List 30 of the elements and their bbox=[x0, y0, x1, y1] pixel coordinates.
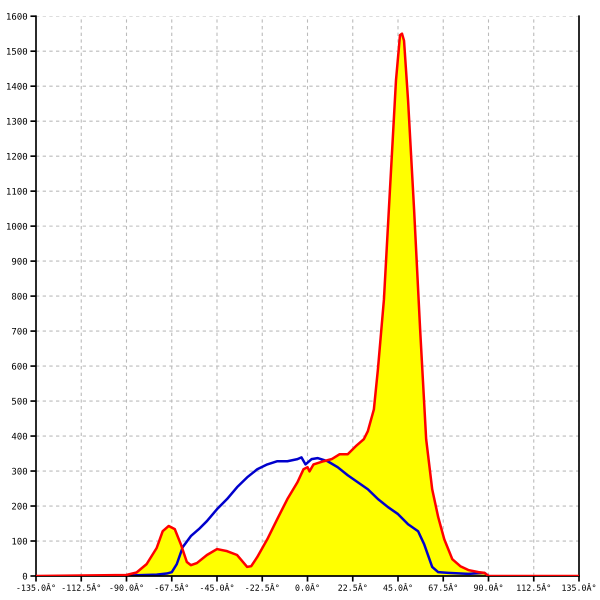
x-tick-label: 45.0Â° bbox=[383, 582, 412, 591]
x-tick-label: -90.0Â° bbox=[110, 582, 143, 591]
y-tick-label: 1400 bbox=[7, 82, 28, 90]
x-tick-label: 90.0Â° bbox=[474, 582, 502, 591]
x-tick-label: -45.0Â° bbox=[200, 582, 234, 591]
y-tick-label: 1600 bbox=[7, 12, 28, 20]
x-tick-label: 22.5Â° bbox=[338, 582, 367, 591]
y-tick-label: 800 bbox=[12, 292, 28, 300]
y-tick-label: 100 bbox=[12, 538, 28, 545]
y-tick-label: 1500 bbox=[7, 48, 28, 55]
y-tick-label: 600 bbox=[12, 362, 28, 370]
y-tick-label: 700 bbox=[12, 328, 28, 335]
y-tick-label: 1200 bbox=[7, 152, 28, 160]
y-tick-label: 1300 bbox=[7, 118, 28, 125]
y-tick-label: 500 bbox=[12, 398, 28, 405]
y-tick-label: 300 bbox=[12, 468, 28, 475]
y-tick-label: 0 bbox=[22, 572, 28, 580]
x-tick-label: 0.0Â° bbox=[296, 582, 319, 591]
x-tick-label: -112.5Â° bbox=[62, 582, 100, 591]
y-tick-label: 1100 bbox=[7, 188, 28, 195]
x-tick-label: -22.5Â° bbox=[246, 582, 279, 591]
y-tick-label: 900 bbox=[12, 258, 28, 265]
x-tick-label: 67.5Â° bbox=[428, 582, 458, 591]
x-tick-label: 135.0Â° bbox=[562, 582, 596, 591]
y-tick-label: 1000 bbox=[7, 222, 28, 230]
y-tick-label: 200 bbox=[12, 502, 28, 510]
x-tick-label: -135.0Â° bbox=[17, 582, 55, 591]
y-tick-label: 400 bbox=[12, 432, 28, 440]
x-tick-label: -67.5Â° bbox=[156, 582, 188, 591]
x-tick-label: 112.5Â° bbox=[517, 582, 550, 591]
